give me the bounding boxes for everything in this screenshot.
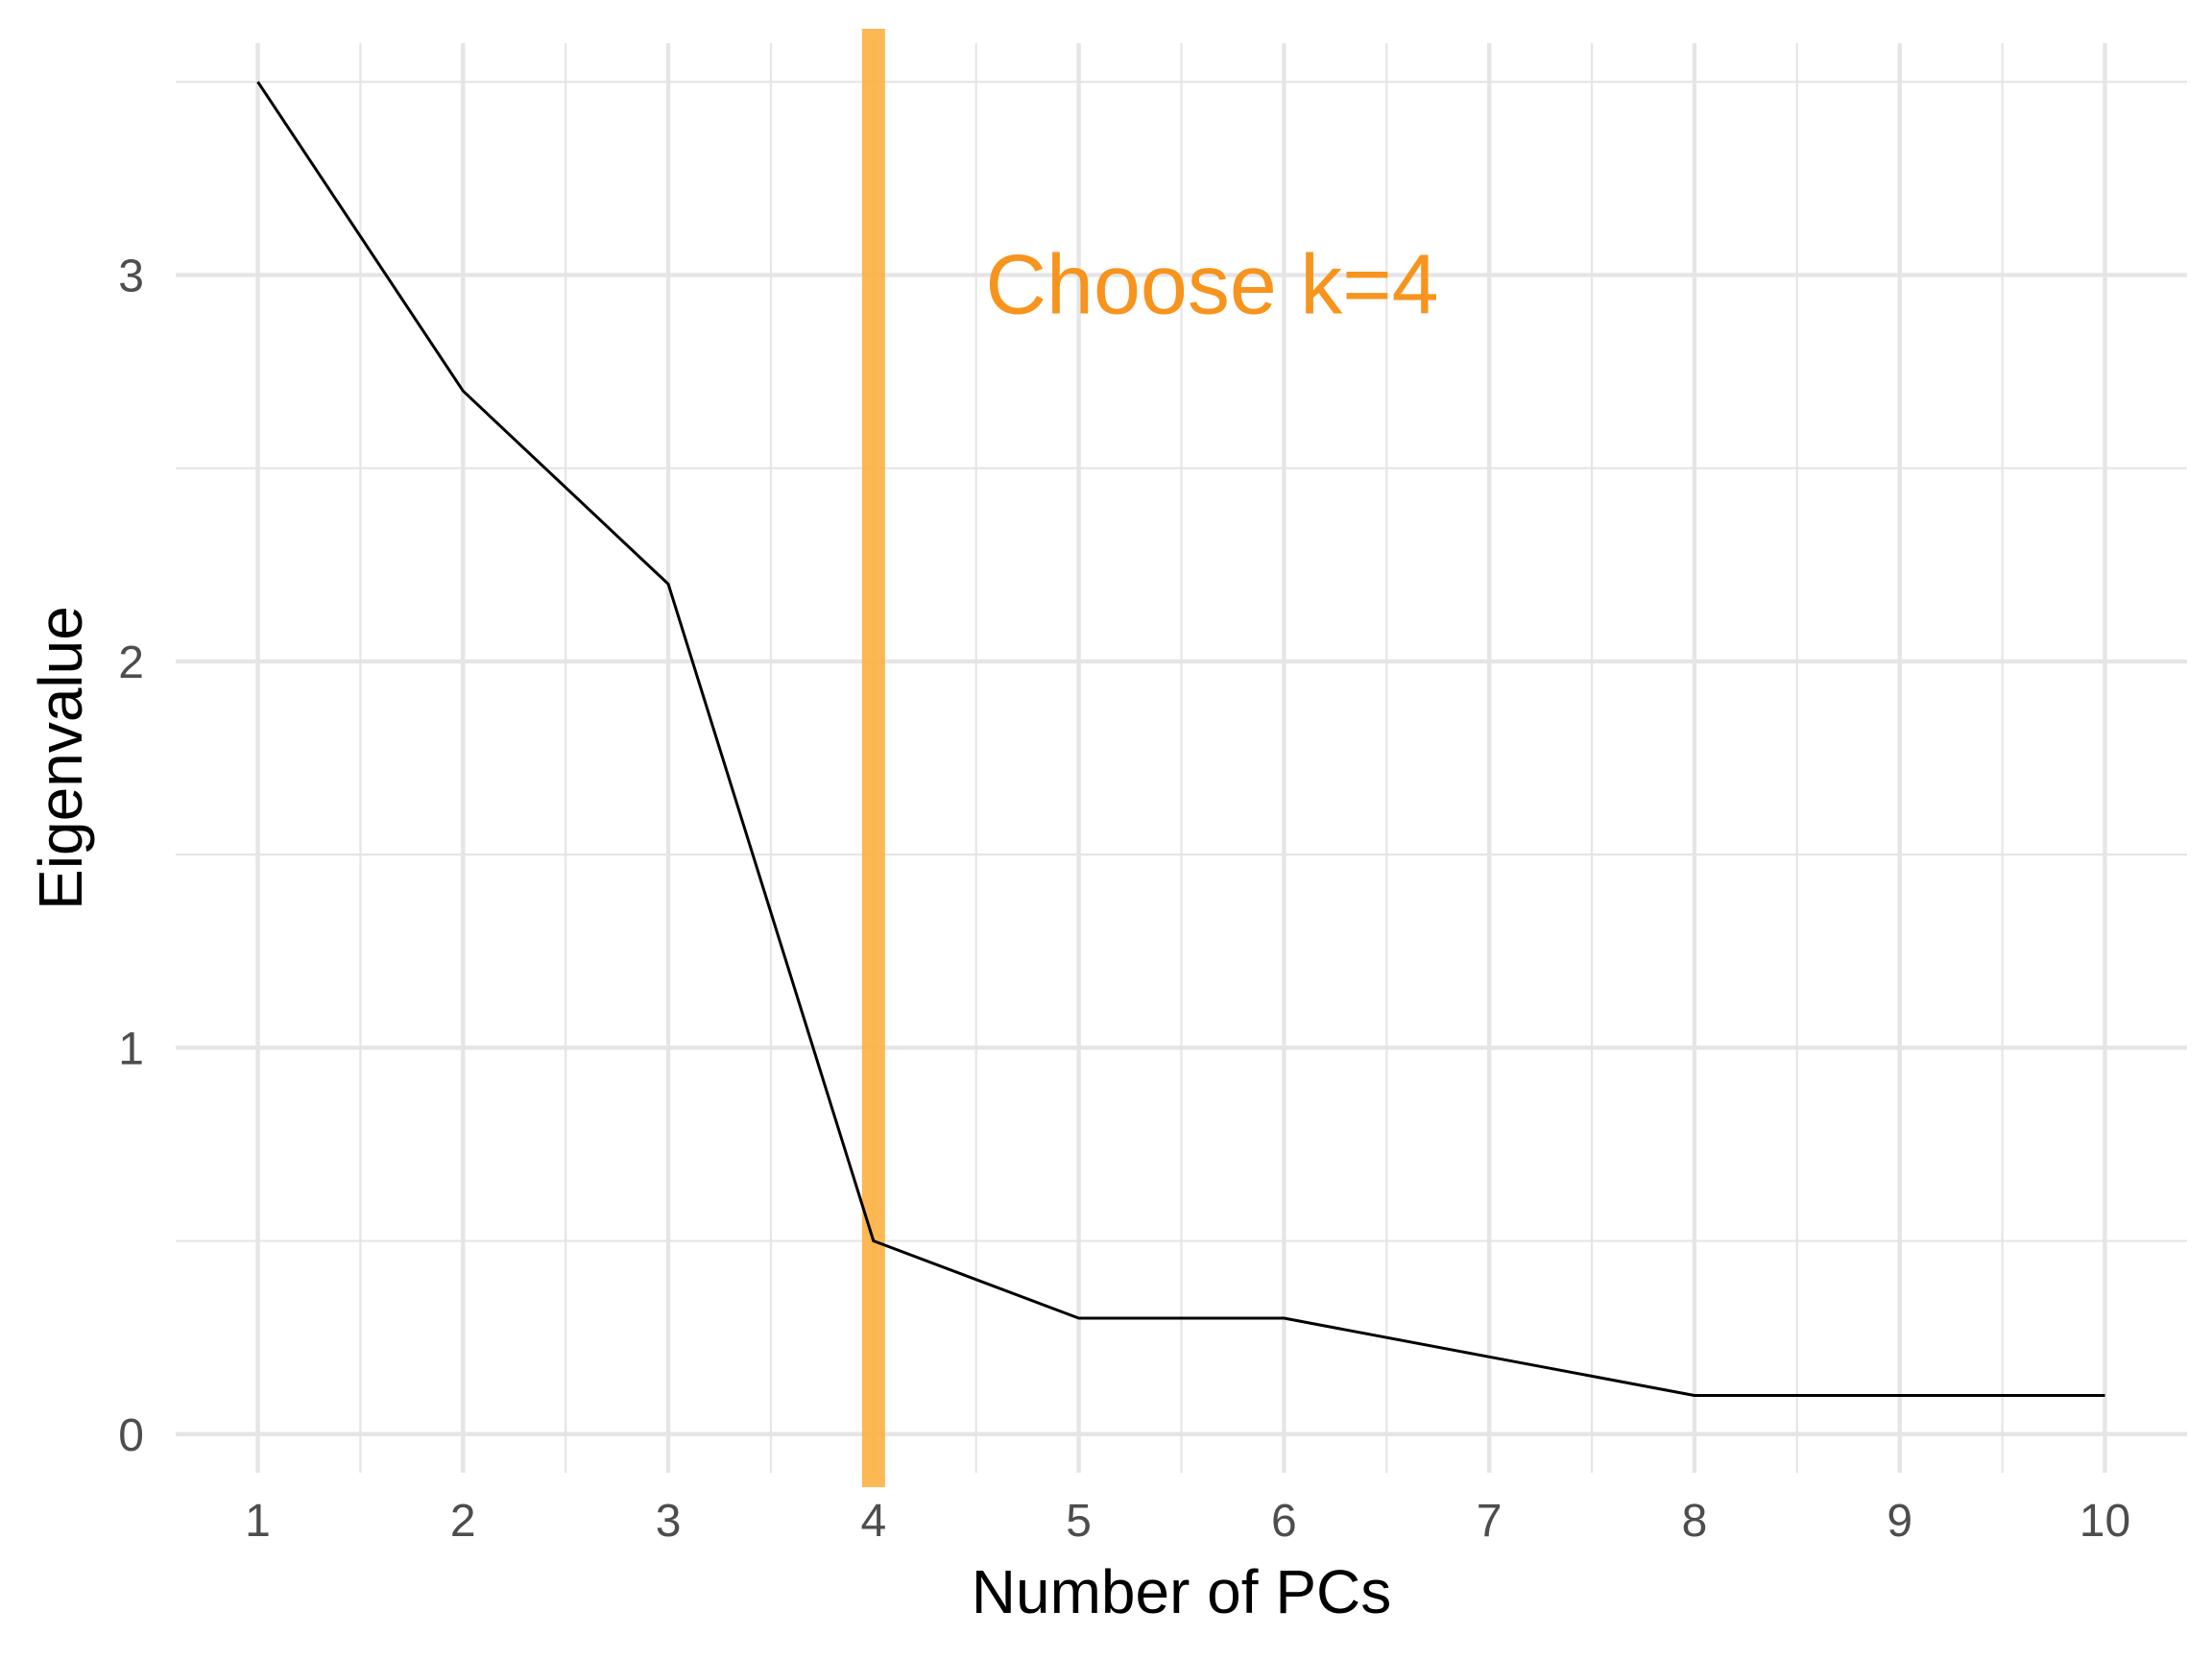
series-layer (256, 81, 2105, 1397)
eigenvalue-line (256, 81, 2105, 1397)
x-tick-label: 9 (1887, 1496, 1912, 1547)
x-tick-label: 6 (1271, 1496, 1297, 1547)
x-tick-label: 3 (656, 1496, 682, 1547)
x-tick-label: 4 (860, 1496, 886, 1547)
x-axis-title: Number of PCs (972, 1557, 1391, 1626)
x-tick-label: 2 (450, 1496, 476, 1547)
x-tick-label: 8 (1682, 1496, 1708, 1547)
y-axis-title: Eigenvalue (26, 606, 95, 910)
y-tick-label: 1 (118, 1023, 144, 1074)
y-tick-label: 3 (118, 251, 144, 301)
x-tick-label: 10 (2080, 1496, 2130, 1547)
x-tick-label: 5 (1066, 1496, 1092, 1547)
x-axis-ticks: 1 2 3 4 5 6 7 8 9 10 (245, 1496, 2130, 1547)
gridlines (176, 43, 2187, 1473)
x-tick-label: 7 (1477, 1496, 1503, 1547)
y-tick-label: 0 (118, 1410, 144, 1461)
x-tick-label: 1 (245, 1496, 271, 1547)
annotation-layer: Choose k=4 (986, 237, 1439, 332)
y-tick-label: 2 (118, 637, 144, 688)
annotation-label: Choose k=4 (986, 237, 1439, 332)
y-axis-ticks: 0 1 2 3 (118, 251, 144, 1460)
